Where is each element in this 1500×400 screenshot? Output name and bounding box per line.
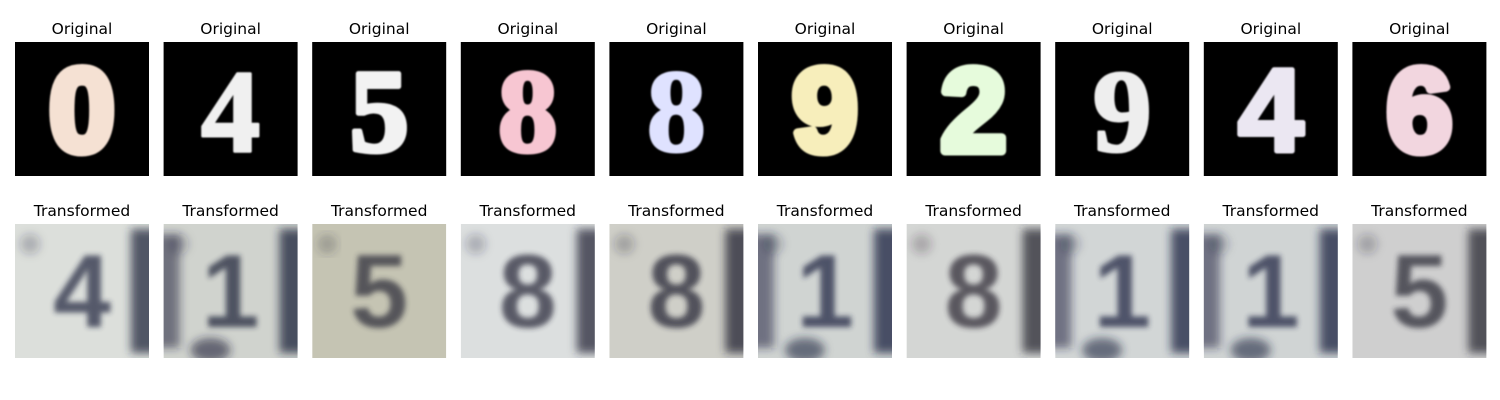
original-panel: Original 8 <box>609 20 744 179</box>
transformed-title: Transformed <box>924 202 1021 220</box>
edge-shading <box>1203 229 1338 358</box>
original-digit: 9 <box>792 45 858 177</box>
transformed-image: 4 <box>15 224 149 358</box>
transformed-panel: Transformed 1 <box>758 202 892 358</box>
original-digit: 2 <box>941 45 1007 177</box>
edge-shading <box>163 229 298 358</box>
transformed-ghost-digit: 8 <box>647 234 705 350</box>
edge-shading <box>1055 229 1190 358</box>
original-panel: Original 6 <box>1352 20 1487 182</box>
original-digit: 8 <box>647 46 706 177</box>
transformed-ghost-digit: 1 <box>1242 234 1300 350</box>
original-digit: 8 <box>498 46 557 177</box>
original-digit: 9 <box>1093 46 1152 177</box>
transformed-panel: Transformed 1 <box>1203 202 1338 358</box>
transformed-panel: Transformed 5 <box>312 202 447 358</box>
original-title: Original <box>1092 20 1153 38</box>
transformed-panel: Transformed 4 <box>15 202 149 358</box>
transformed-panel: Transformed 1 <box>163 202 298 358</box>
transformed-panel: Transformed 8 <box>906 202 1041 358</box>
original-image-background <box>312 42 447 176</box>
original-image-background <box>758 42 892 176</box>
original-image-background <box>609 42 744 176</box>
edge-shading <box>465 229 595 353</box>
transformed-panel: Transformed 1 <box>1055 202 1190 358</box>
transformed-image: 5 <box>1352 224 1487 358</box>
transformed-image: 1 <box>1203 224 1338 358</box>
transformed-ghost-digit: 8 <box>499 234 557 350</box>
transformed-ghost-digit: 8 <box>945 234 1003 350</box>
original-image-background <box>15 42 149 176</box>
transformed-image: 8 <box>906 224 1041 358</box>
original-title: Original <box>795 20 856 38</box>
original-digit: 4 <box>201 46 260 177</box>
edge-shading <box>758 229 892 358</box>
transformed-title: Transformed <box>627 202 724 220</box>
edge-shading <box>20 229 149 353</box>
original-digit: 5 <box>350 46 409 177</box>
transformed-title: Transformed <box>330 202 427 220</box>
original-panel: Original 2 <box>906 20 1041 182</box>
transformed-title: Transformed <box>1222 202 1319 220</box>
original-panel: Original 8 <box>460 20 595 180</box>
original-panel: Original 5 <box>312 20 447 180</box>
transformed-image: 1 <box>1055 224 1190 358</box>
original-panel: Original 4 <box>1203 20 1338 180</box>
original-digit: 0 <box>49 45 115 177</box>
original-title: Original <box>1240 20 1301 38</box>
original-digit: 6 <box>1387 45 1453 177</box>
original-digit: 4 <box>1238 45 1304 177</box>
edge-shading <box>911 229 1041 353</box>
edge-shading <box>614 229 744 353</box>
transformed-image: 1 <box>758 224 892 358</box>
original-image-background <box>1352 42 1487 176</box>
original-image-background <box>163 42 298 176</box>
original-title: Original <box>349 20 410 38</box>
transformed-panel: Transformed 8 <box>609 202 744 358</box>
transformed-title: Transformed <box>479 202 576 220</box>
transformed-ghost-digit: 1 <box>202 234 260 350</box>
original-panel: Original 0 <box>15 20 149 182</box>
original-image-background <box>1055 42 1190 176</box>
transformed-panel: Transformed 5 <box>1352 202 1487 358</box>
original-title: Original <box>497 20 558 38</box>
transformed-title: Transformed <box>33 202 130 220</box>
transformed-image: 5 <box>312 224 447 358</box>
transformed-ghost-digit: 1 <box>796 234 854 350</box>
transformed-image: 8 <box>609 224 744 358</box>
panels-grid: Original0Transformed4Original4Transforme… <box>15 20 1487 358</box>
transformed-image: 8 <box>460 224 595 358</box>
transformed-title: Transformed <box>1370 202 1467 220</box>
edge-shading <box>1357 229 1487 353</box>
original-image-background <box>906 42 1041 176</box>
transformed-image: 1 <box>163 224 298 358</box>
transformed-ghost-digit: 5 <box>1390 234 1448 350</box>
original-panel: Original 9 <box>758 20 892 182</box>
original-image-background <box>460 42 595 176</box>
original-title: Original <box>200 20 261 38</box>
transformed-ghost-digit: 1 <box>1093 234 1151 350</box>
original-panel: Original 4 <box>163 20 298 179</box>
original-panel: Original 9 <box>1055 20 1190 179</box>
original-title: Original <box>646 20 707 38</box>
transformed-ghost-digit: 4 <box>53 234 111 350</box>
original-image-background <box>1203 42 1338 176</box>
transformed-ghost-digit: 5 <box>350 234 408 350</box>
original-title: Original <box>1389 20 1450 38</box>
original-title: Original <box>943 20 1004 38</box>
transformed-title: Transformed <box>1073 202 1170 220</box>
transformed-panel: Transformed 8 <box>460 202 595 358</box>
original-title: Original <box>52 20 113 38</box>
transformed-title: Transformed <box>776 202 873 220</box>
transformed-title: Transformed <box>181 202 278 220</box>
edge-shading <box>317 234 338 254</box>
